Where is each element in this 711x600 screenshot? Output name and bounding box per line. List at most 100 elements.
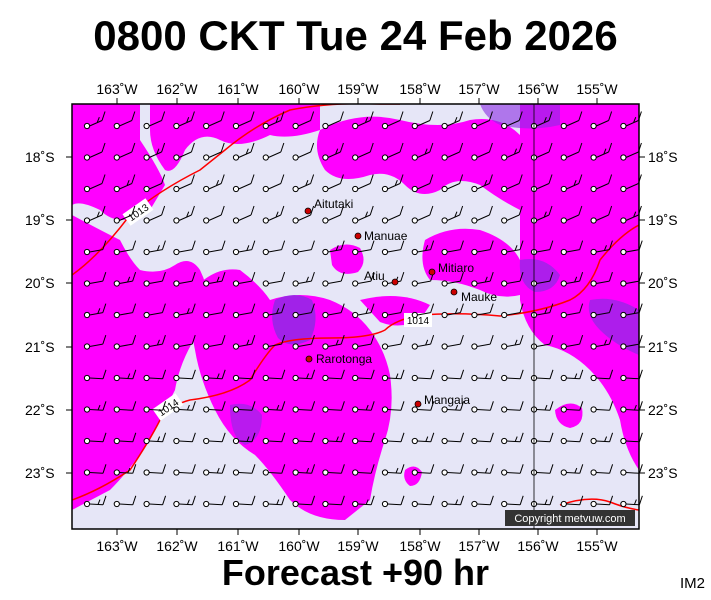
wind-barb (411, 303, 435, 319)
isobar-labels: 1013 1014 1014 (122, 198, 432, 421)
wind-barb (471, 142, 493, 161)
wind-barb (411, 205, 434, 224)
wind-barb (441, 111, 464, 130)
wind-barb (322, 464, 345, 476)
island-dot (354, 232, 362, 240)
wind-barb (441, 174, 464, 193)
wind-barb (113, 240, 137, 256)
wind-barb (381, 205, 404, 224)
wind-barb (232, 142, 255, 161)
wind-barb (173, 464, 196, 476)
wind-barb (501, 432, 524, 445)
wind-barb (292, 174, 315, 193)
wind-barb (143, 205, 166, 224)
wind-barb (232, 240, 256, 256)
wind-barb (501, 334, 524, 350)
wind-barb (292, 464, 316, 476)
wind-barb (322, 401, 345, 413)
wind-barb (411, 271, 435, 287)
wind-barb (471, 174, 493, 193)
wind-barb (232, 205, 255, 224)
wind-barb (441, 432, 465, 445)
wind-barb (83, 111, 106, 130)
wind-barb (352, 205, 374, 224)
place-label: Manuae (364, 229, 408, 243)
wind-barb (441, 401, 465, 413)
wind-barb (232, 271, 256, 287)
wind-barb (560, 401, 584, 413)
wind-barb (501, 142, 523, 161)
wind-barb (590, 369, 614, 382)
lat-label: 22˚S (25, 402, 55, 418)
lat-label: 19˚S (25, 212, 55, 228)
wind-barb (232, 369, 256, 382)
wind-barb (620, 303, 643, 319)
lat-label: 18˚S (25, 149, 55, 165)
wind-barb (560, 432, 584, 445)
island-dot (450, 288, 458, 296)
wind-barb (262, 142, 285, 161)
place-label: Atiu (364, 269, 385, 283)
wind-barb (441, 271, 464, 287)
wind-barb (143, 334, 166, 350)
wind-barb (143, 432, 167, 445)
lon-label: 157˚W (458, 81, 500, 97)
wind-barb (381, 369, 405, 382)
wind-barb (411, 240, 435, 256)
wind-barb (471, 334, 494, 350)
isobar-label: 1014 (407, 316, 430, 327)
wind-barb (173, 271, 196, 287)
lat-label: 20˚S (648, 275, 678, 291)
wind-barb (83, 271, 107, 287)
wind-barb (381, 334, 405, 350)
wind-barb (560, 303, 584, 319)
island-dot (391, 278, 399, 286)
wind-barb (352, 495, 375, 508)
wind-barb (590, 401, 614, 413)
lat-label: 21˚S (648, 339, 678, 355)
wind-barb (620, 240, 643, 256)
wind-barb (292, 432, 316, 445)
wind-barb (441, 240, 464, 256)
place-label: Mauke (461, 290, 497, 304)
wind-barb (501, 464, 524, 476)
wind-barb (590, 205, 613, 224)
wind-barb (262, 464, 286, 476)
wind-barb (381, 174, 404, 193)
wind-barb (381, 464, 405, 476)
wind-barb (560, 464, 584, 476)
page-title: 0800 CKT Tue 24 Feb 2026 (93, 12, 618, 59)
wind-barb (352, 401, 375, 413)
wind-barb (143, 271, 166, 287)
wind-barb (441, 142, 464, 161)
wind-barb (83, 401, 107, 413)
wind-barb (173, 205, 195, 224)
wind-barbs (83, 111, 643, 508)
wind-barb (113, 334, 137, 350)
wind-barb (232, 432, 256, 445)
wind-barb (620, 369, 643, 382)
wind-barb (560, 205, 583, 224)
wind-barb (471, 369, 494, 382)
wind-barb (113, 142, 136, 161)
wind-barb (262, 401, 286, 413)
wind-barb (173, 303, 196, 319)
island-dot (428, 268, 436, 276)
wind-barb (203, 334, 226, 350)
wind-barb (292, 111, 315, 130)
wind-barb (292, 205, 315, 224)
wind-barb (560, 495, 584, 508)
wind-barb (381, 432, 405, 445)
wind-barb (381, 401, 405, 413)
lat-label: 19˚S (648, 212, 678, 228)
wind-barb (113, 495, 137, 508)
place-label: Mitiaro (438, 261, 474, 275)
wind-barb (203, 142, 225, 161)
wind-barb (143, 495, 167, 508)
wind-barb (620, 432, 643, 445)
wind-barb (292, 401, 316, 413)
wind-barb (173, 142, 195, 161)
lat-label: 23˚S (648, 465, 678, 481)
lon-label: 156˚W (517, 81, 559, 97)
